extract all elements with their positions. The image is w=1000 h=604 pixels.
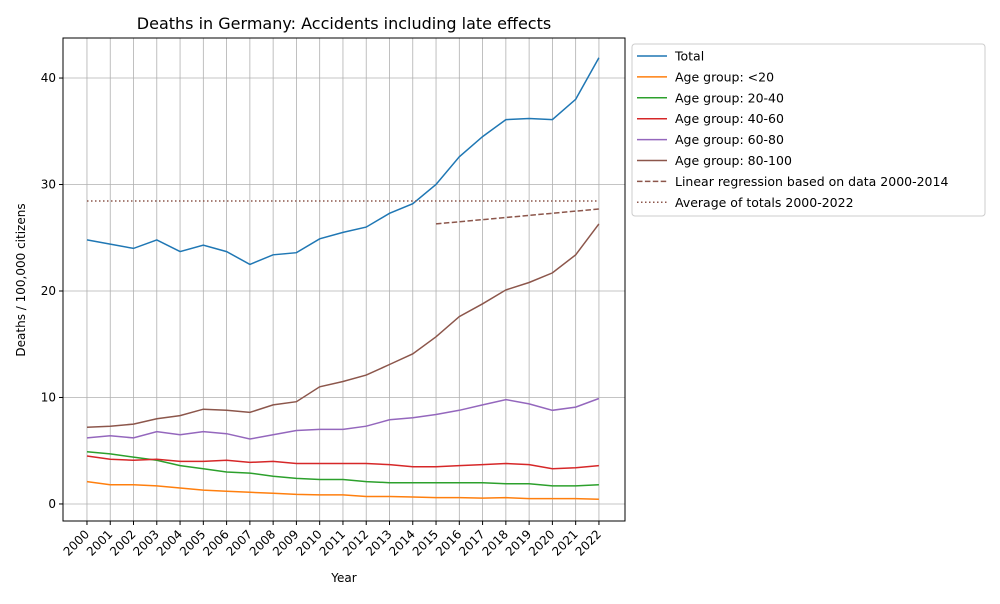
legend-label: Age group: <20 <box>675 69 774 84</box>
legend-label: Age group: 20-40 <box>675 90 784 105</box>
legend-label: Age group: 60-80 <box>675 132 784 147</box>
x-tick-label: 2017 <box>456 527 487 558</box>
x-tick-label: 2001 <box>84 527 115 558</box>
x-tick-label: 2015 <box>410 527 441 558</box>
series-line-age-group-40-60 <box>86 455 599 470</box>
y-ticks: 0 10 20 30 40 <box>41 71 63 511</box>
x-tick-label: 2020 <box>526 527 557 558</box>
series-lines <box>86 57 600 500</box>
x-tick-label: 2022 <box>573 527 604 558</box>
x-tick-label: 2003 <box>130 527 161 558</box>
y-axis-label: Deaths / 100,000 citizens <box>14 203 28 356</box>
chart-title: Deaths in Germany: Accidents including l… <box>137 14 551 33</box>
x-tick-label: 2002 <box>107 527 138 558</box>
legend-label: Age group: 40-60 <box>675 111 784 126</box>
x-tick-label: 2009 <box>270 527 301 558</box>
series-line-total <box>86 57 600 266</box>
x-tick-label: 2013 <box>363 527 394 558</box>
y-tick-label: 10 <box>41 390 56 404</box>
y-tick-label: 20 <box>41 284 56 298</box>
series-line-linear-regression-based-on-data-2000-2014 <box>435 208 599 225</box>
series-line-age-group-20 <box>86 480 599 500</box>
x-tick-label: 2011 <box>317 527 348 558</box>
x-tick-label: 2006 <box>200 527 231 558</box>
legend-label: Linear regression based on data 2000-201… <box>675 174 948 189</box>
x-tick-label: 2005 <box>177 527 208 558</box>
x-tick-label: 2004 <box>154 527 185 558</box>
axes-frame <box>62 37 626 522</box>
legend-box <box>631 43 986 217</box>
legend-label: Average of totals 2000-2022 <box>675 195 854 210</box>
series-line-age-group-20-40 <box>86 451 599 487</box>
x-tick-label: 2014 <box>386 527 417 558</box>
legend: Total Age group: <20 Age group: 20-40 Age g… <box>631 43 986 217</box>
y-tick-label: 30 <box>41 178 56 192</box>
y-tick-label: 40 <box>41 71 56 85</box>
legend-label: Total <box>674 49 704 64</box>
grid <box>63 38 625 521</box>
x-ticks: 2000200120022003200420052006200720082009… <box>61 521 604 559</box>
x-tick-label: 2012 <box>340 527 371 558</box>
x-tick-label: 2018 <box>479 527 510 558</box>
series-line-age-group-80-100 <box>86 223 600 429</box>
x-tick-label: 2019 <box>503 527 534 558</box>
x-axis-label: Year <box>330 571 356 585</box>
x-tick-label: 2007 <box>223 527 254 558</box>
x-tick-label: 2016 <box>433 527 464 558</box>
x-tick-label: 2021 <box>549 527 580 558</box>
y-tick-label: 0 <box>48 497 56 511</box>
x-tick-label: 2008 <box>247 527 278 558</box>
x-tick-label: 2010 <box>293 527 324 558</box>
series-line-age-group-60-80 <box>86 397 600 440</box>
x-tick-label: 2000 <box>61 527 92 558</box>
legend-label: Age group: 80-100 <box>675 153 792 168</box>
